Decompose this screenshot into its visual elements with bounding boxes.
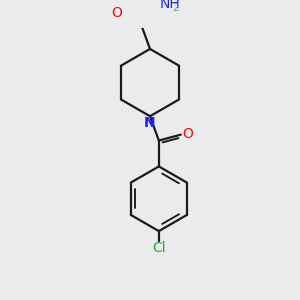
- Text: NH: NH: [160, 0, 180, 11]
- Text: N: N: [144, 116, 156, 130]
- Text: Cl: Cl: [152, 241, 166, 255]
- Text: O: O: [182, 127, 193, 141]
- Text: O: O: [111, 6, 122, 20]
- Text: 2: 2: [172, 3, 178, 13]
